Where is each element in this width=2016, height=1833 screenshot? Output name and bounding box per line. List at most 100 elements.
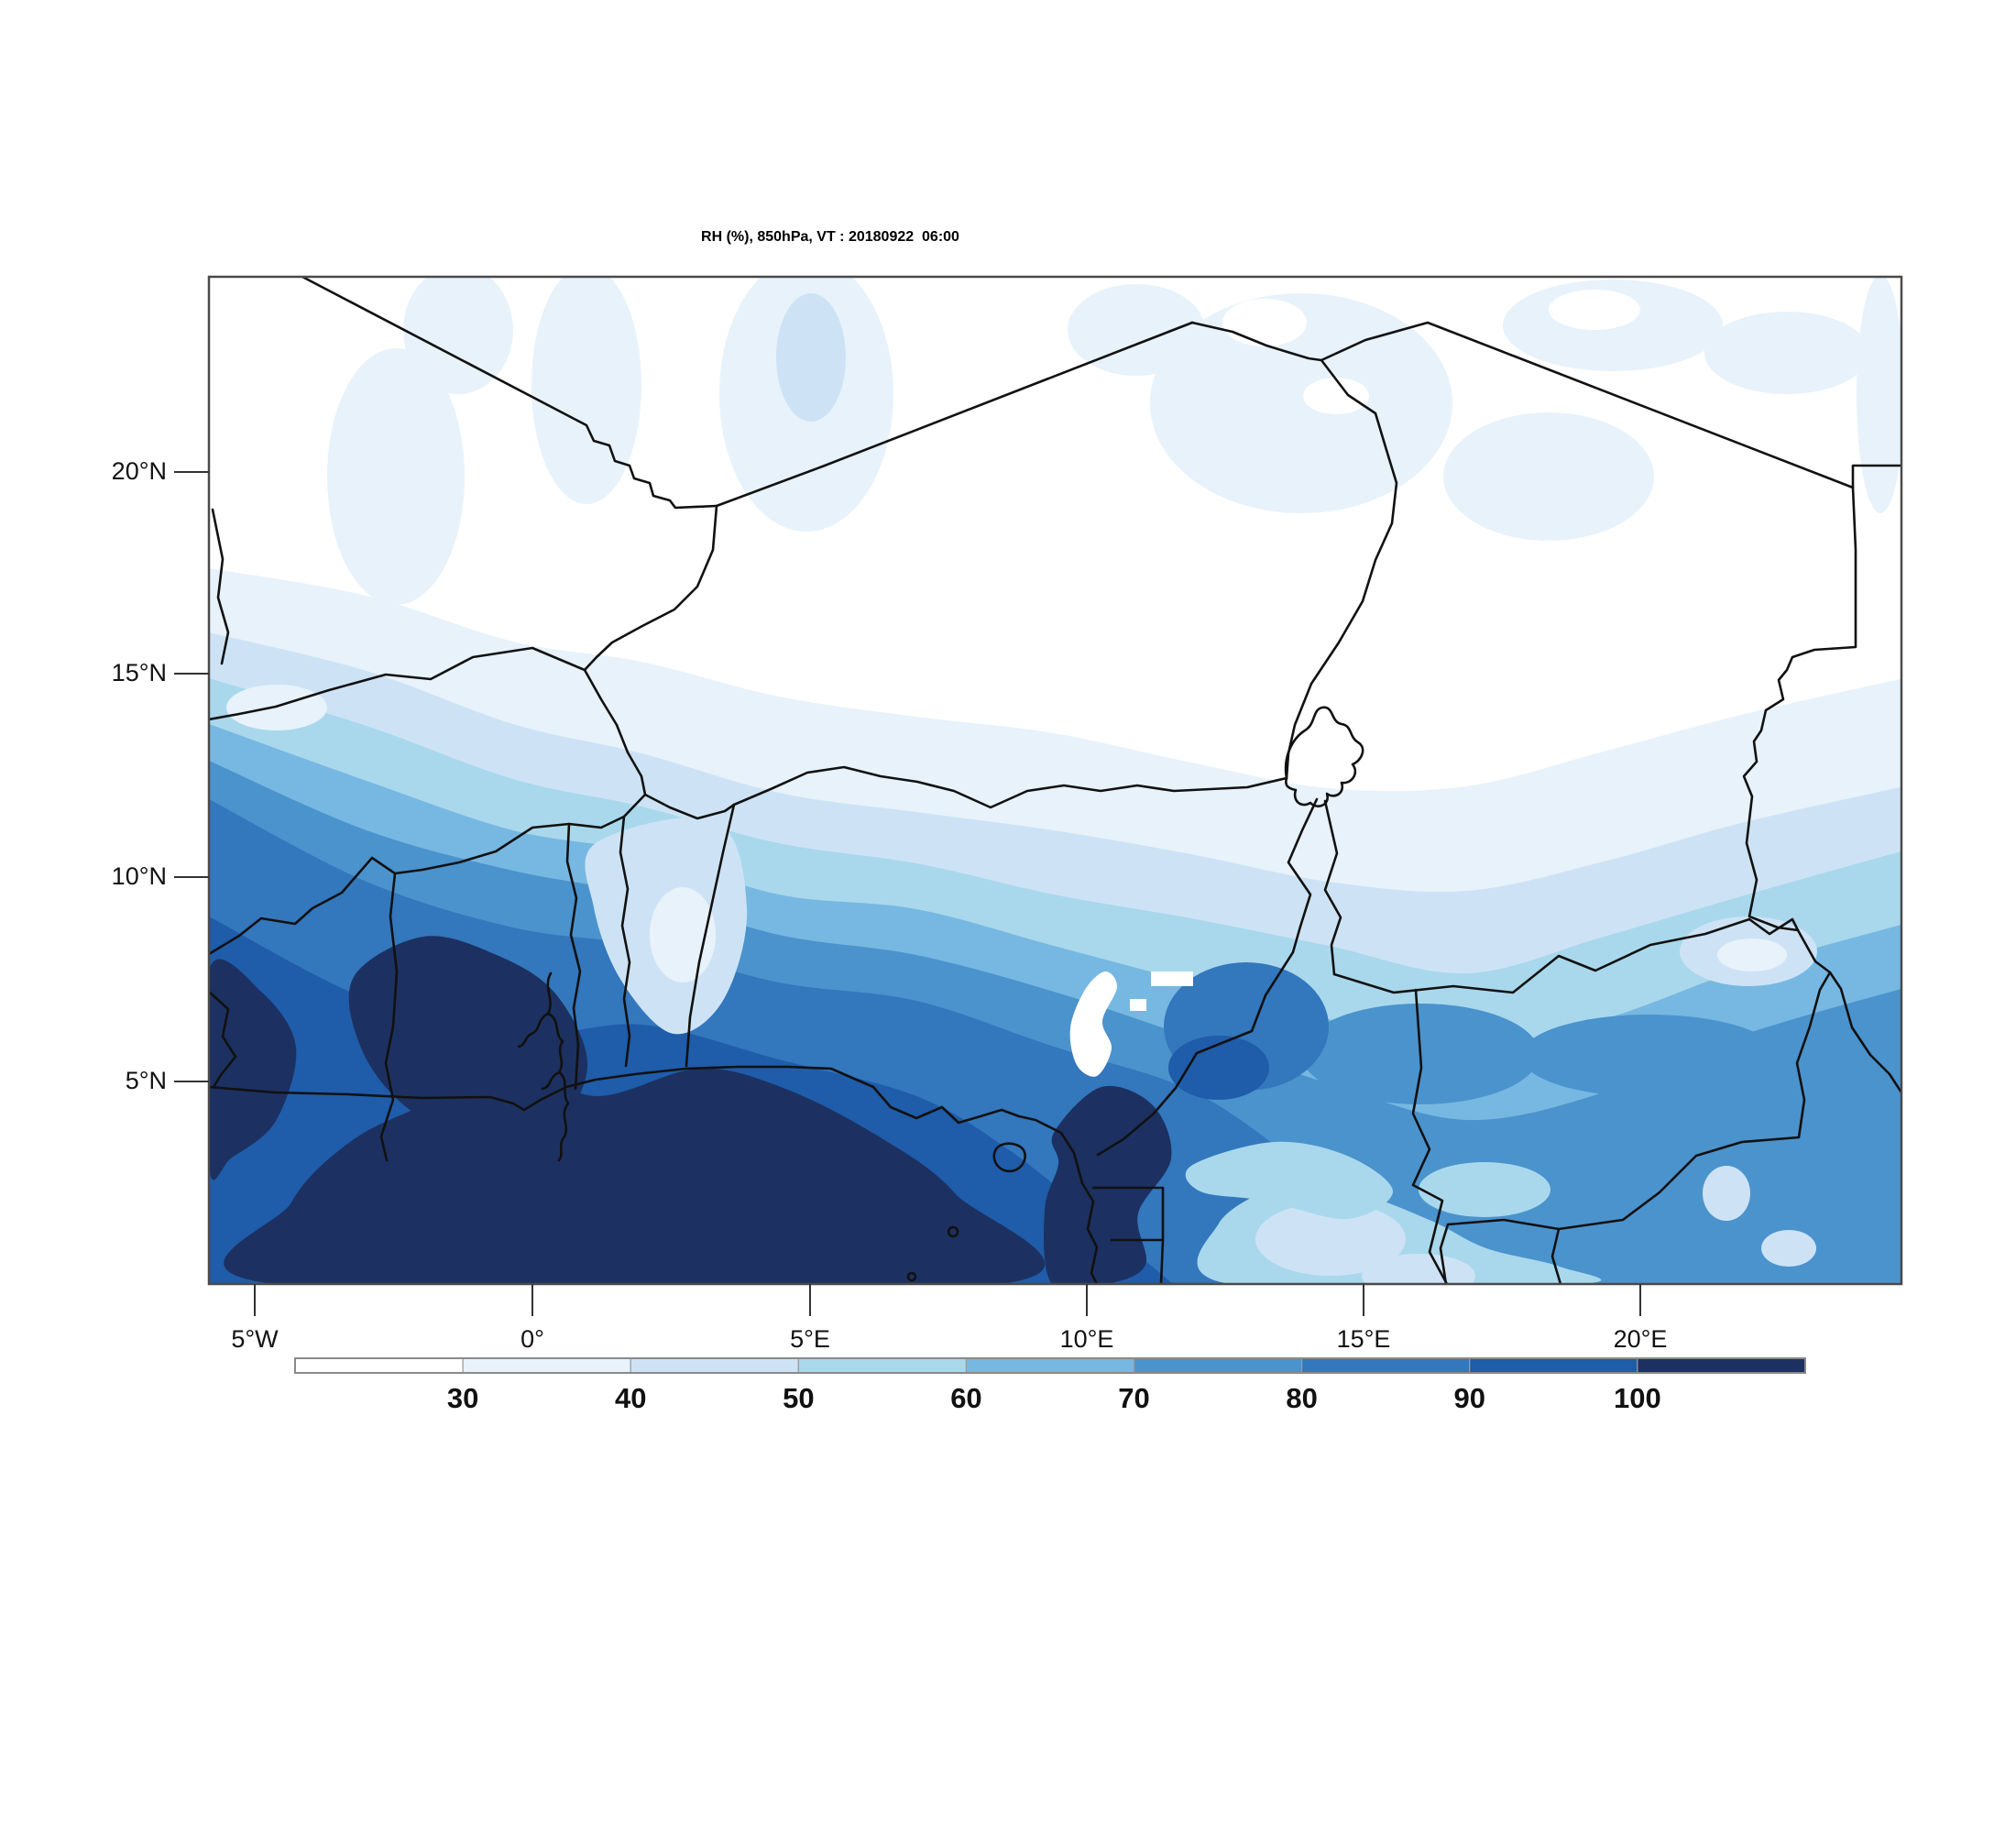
rh-patch (1130, 999, 1146, 1011)
colorbar-label-30: 30 (446, 1382, 479, 1414)
colorbar-cell-6 (1301, 1357, 1471, 1374)
border-segment (1796, 928, 1901, 1094)
colorbar-cell-3 (797, 1357, 968, 1374)
border-segment (1550, 1227, 1562, 1284)
border-segment (1159, 1238, 1165, 1284)
rh-patch (1150, 293, 1452, 513)
lon-tick-label-15°E: 15°E (1336, 1325, 1391, 1353)
border-segment (379, 872, 399, 1162)
lat-tick-label-10°N: 10°N (111, 862, 167, 890)
border-segment (1851, 464, 1901, 489)
colorbar-label-80: 80 (1286, 1382, 1318, 1414)
country-borders (209, 277, 1901, 1284)
axis-tick-marks (174, 471, 1641, 1316)
border-segment (583, 504, 718, 672)
colorbar-cell-5 (1133, 1357, 1303, 1374)
border-segment (1190, 321, 1323, 362)
colorbar (294, 1357, 1806, 1374)
bioko-island-outline (992, 1142, 1026, 1173)
border-segment (732, 765, 1288, 809)
lon-tick-label-5°W: 5°W (231, 1325, 279, 1353)
chart-title: RH (%), 850hPa, VT : 20180922 06:00 (701, 229, 959, 245)
border-segment (1742, 486, 1857, 932)
rh-patch (1443, 412, 1654, 541)
map-frame (207, 275, 1903, 1286)
sao-tome-island-outline (906, 1271, 917, 1282)
rh-patch (1255, 1202, 1406, 1276)
rh-patch (1419, 1162, 1550, 1217)
rh-patch (531, 277, 641, 504)
lat-tick-label-15°N: 15°N (111, 659, 167, 686)
rh-patch (209, 959, 297, 1180)
rh-patch (1761, 1230, 1816, 1267)
border-segment (301, 277, 718, 510)
lon-tick-label-0°: 0° (520, 1325, 544, 1353)
rh-patch (1805, 1047, 1901, 1138)
rh-patch (776, 293, 846, 422)
lon-tick-label-5°E: 5°E (790, 1325, 830, 1353)
lat-tick-label-5°N: 5°N (125, 1067, 167, 1094)
border-segment (1285, 358, 1398, 780)
lon-tick-label-20°E: 20°E (1613, 1325, 1668, 1353)
colorbar-cell-1 (462, 1357, 631, 1374)
rh-patch (1362, 1254, 1475, 1284)
rh-patch (1717, 938, 1787, 971)
rh-patch (1521, 1015, 1778, 1097)
rh-patch (1222, 299, 1307, 346)
colorbar-label-40: 40 (614, 1382, 647, 1414)
border-segment (1096, 797, 1319, 1157)
rh-patch (327, 348, 465, 605)
colorbar-label-60: 60 (950, 1382, 982, 1414)
colorbar-label-50: 50 (783, 1382, 815, 1414)
coastline (209, 1065, 1099, 1284)
rh-patch (1704, 312, 1869, 394)
colorbar-label-100: 100 (1614, 1382, 1661, 1414)
rh-patch (1303, 378, 1369, 414)
rh-patch (1168, 1036, 1269, 1100)
lat-tick-label-20°N: 20°N (111, 457, 167, 485)
lon-tick-label-10°E: 10°E (1059, 1325, 1114, 1353)
rh-patch (348, 936, 587, 1143)
border-segment (1332, 917, 1800, 994)
rh-patch (1185, 1141, 1393, 1220)
colorbar-cell-8 (1637, 1357, 1806, 1374)
border-segment (619, 815, 631, 1068)
rh-patch (403, 277, 513, 394)
border-segment (209, 990, 237, 1089)
lake-chad-outline (1284, 706, 1364, 807)
border-segment (685, 803, 736, 1068)
rh-patch (1857, 277, 1901, 513)
border-segment (583, 668, 647, 796)
colorbar-label-90: 90 (1453, 1382, 1485, 1414)
rh-patch (760, 1124, 894, 1200)
colorbar-cell-4 (965, 1357, 1135, 1374)
rh-patch (1549, 290, 1640, 330)
border-segment (393, 793, 647, 875)
border-segment (1091, 1186, 1165, 1242)
border-segment (1439, 971, 1832, 1284)
principe-island-outline (947, 1225, 959, 1238)
colorbar-label-70: 70 (1118, 1382, 1150, 1414)
border-segment (517, 1012, 550, 1048)
border-segment (209, 646, 586, 721)
rh-patch (665, 1235, 682, 1252)
rh-patch (1638, 1092, 1844, 1166)
border-segment (1323, 799, 1342, 976)
border-segment (1320, 321, 1855, 489)
border-segment (209, 856, 397, 956)
rh-filled-contours (209, 277, 1901, 1284)
border-segment (211, 508, 230, 665)
rh-patch (1069, 971, 1118, 1077)
colorbar-cell-7 (1469, 1357, 1638, 1374)
border-segment (557, 1135, 566, 1162)
colorbar-cell-2 (630, 1357, 799, 1374)
lake-volta-outline (546, 971, 570, 1138)
rh-patch (1151, 971, 1193, 986)
rh-patch (1044, 1085, 1172, 1284)
border-segment (565, 822, 582, 1091)
border-segment (541, 1070, 561, 1091)
border-segment (1411, 988, 1449, 1284)
colorbar-outline (294, 1357, 1806, 1374)
